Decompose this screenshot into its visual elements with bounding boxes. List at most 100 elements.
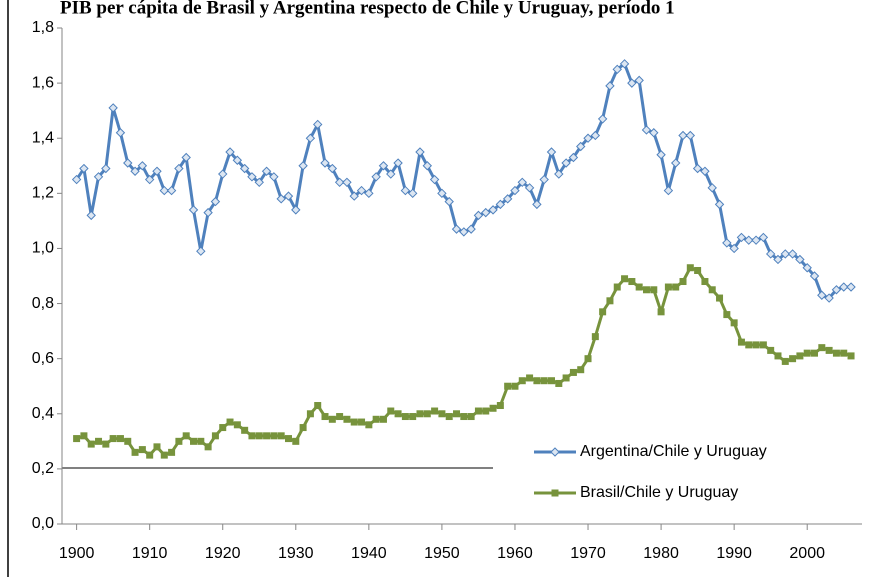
data-point	[496, 402, 504, 410]
data-point	[431, 407, 439, 415]
data-point	[825, 346, 833, 354]
data-point	[597, 114, 608, 124]
data-point	[190, 437, 198, 445]
x-tick-label: 1900	[59, 545, 95, 562]
y-tick-label: 1,6	[32, 74, 54, 91]
data-point	[547, 377, 555, 385]
x-tick-label: 1970	[570, 545, 606, 562]
data-point	[737, 338, 745, 346]
data-point	[181, 152, 191, 163]
data-point	[532, 199, 542, 210]
data-point	[621, 275, 629, 283]
data-point	[358, 418, 366, 426]
data-point	[504, 382, 512, 390]
data-point	[606, 297, 614, 305]
data-point	[73, 435, 81, 443]
data-point	[336, 413, 344, 421]
data-point	[789, 355, 797, 363]
data-point	[284, 435, 292, 443]
data-point	[254, 177, 264, 188]
data-point	[824, 293, 834, 303]
data-point	[239, 163, 250, 174]
data-point	[394, 410, 402, 418]
data-point	[453, 410, 461, 418]
data-point	[634, 75, 644, 86]
data-point	[321, 413, 329, 421]
data-point	[314, 402, 322, 410]
x-tick-label: 1930	[278, 545, 314, 562]
data-point	[502, 194, 513, 204]
data-point	[796, 352, 804, 360]
data-point	[429, 174, 440, 185]
data-point	[86, 210, 96, 221]
data-point	[847, 352, 855, 360]
data-point	[517, 177, 527, 188]
data-point	[138, 446, 146, 454]
data-point	[694, 266, 702, 274]
data-point	[400, 185, 411, 196]
data-point	[101, 163, 111, 174]
data-point	[679, 278, 687, 286]
data-point	[451, 224, 462, 234]
data-point	[407, 188, 418, 199]
data-point	[736, 232, 747, 243]
data-point	[241, 426, 249, 434]
data-point	[576, 141, 586, 152]
data-point	[656, 150, 666, 160]
data-point	[327, 163, 338, 174]
data-point	[840, 349, 848, 357]
data-point	[511, 382, 519, 390]
data-point	[628, 278, 636, 286]
data-point	[605, 81, 615, 91]
data-point	[649, 128, 659, 138]
data-point	[569, 368, 577, 376]
data-point	[188, 205, 199, 215]
data-point	[650, 286, 658, 294]
data-point	[175, 437, 183, 445]
data-point	[269, 172, 279, 182]
data-point	[444, 196, 454, 207]
data-point	[305, 133, 316, 143]
data-point	[533, 377, 541, 385]
data-point	[817, 290, 827, 300]
data-point	[481, 207, 491, 218]
data-point	[298, 161, 308, 171]
data-point	[555, 379, 563, 387]
data-point	[540, 377, 548, 385]
data-point	[546, 147, 557, 157]
legend-marker	[551, 489, 559, 497]
data-point	[334, 177, 345, 188]
data-point	[276, 194, 286, 204]
data-point	[466, 224, 476, 234]
data-point	[459, 227, 469, 237]
data-point	[460, 413, 468, 421]
data-point	[365, 421, 373, 429]
data-point	[641, 125, 652, 135]
data-point	[489, 404, 497, 412]
data-point	[204, 443, 212, 451]
data-point	[123, 158, 133, 168]
data-point	[415, 147, 425, 157]
data-point	[306, 410, 314, 418]
data-point	[685, 130, 696, 141]
data-point	[356, 185, 367, 196]
legend-label: Brasil/Chile y Uruguay	[580, 484, 738, 501]
data-point	[166, 185, 177, 196]
data-point	[473, 210, 484, 221]
data-point	[416, 410, 424, 418]
y-tick-label: 0,2	[32, 460, 54, 477]
data-point	[255, 432, 263, 440]
data-point	[539, 174, 549, 185]
data-point	[678, 130, 688, 141]
data-point	[291, 205, 301, 215]
x-tick-label: 1940	[351, 545, 387, 562]
data-point	[71, 174, 82, 185]
data-point	[182, 432, 190, 440]
data-point	[130, 166, 140, 176]
data-point	[438, 410, 446, 418]
data-point	[846, 282, 856, 292]
data-point	[765, 249, 776, 259]
data-point	[554, 169, 564, 179]
data-point	[818, 344, 826, 352]
data-point	[342, 177, 352, 188]
